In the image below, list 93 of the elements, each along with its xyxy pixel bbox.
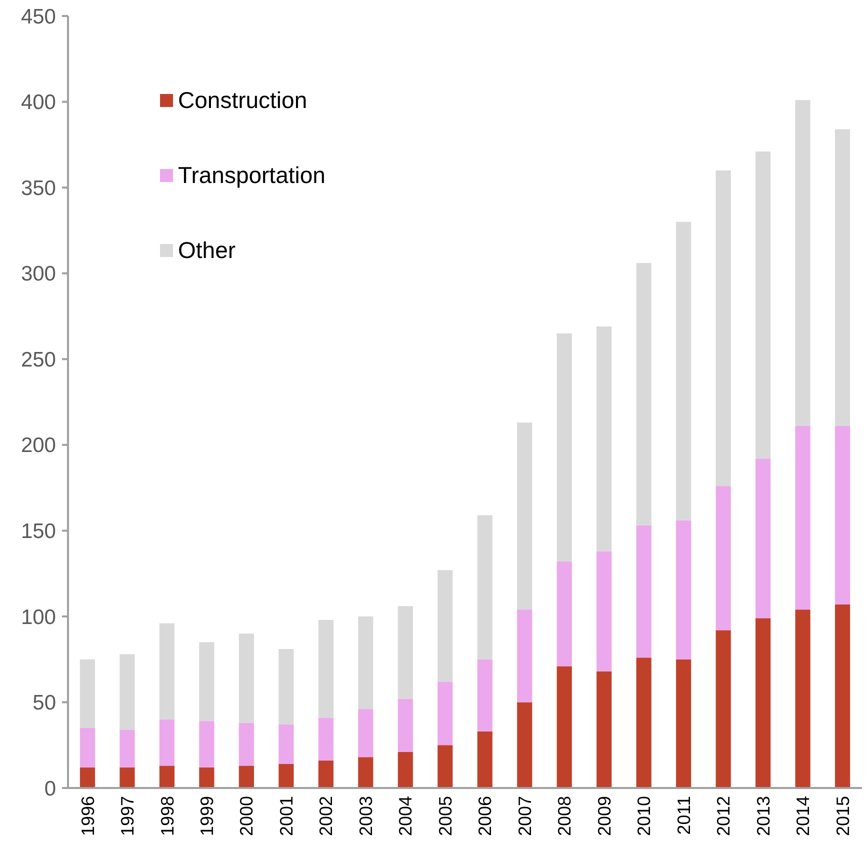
bar — [358, 757, 374, 788]
bar — [120, 730, 135, 768]
bar — [676, 520, 692, 660]
x-tick-label: 2008 — [554, 796, 575, 836]
bar — [159, 623, 174, 720]
bar — [556, 562, 572, 666]
bar — [80, 767, 96, 788]
bar — [795, 610, 810, 788]
x-tick-label: 2014 — [793, 796, 814, 836]
bar — [596, 326, 612, 552]
bar — [199, 642, 214, 722]
x-tick-label: 2013 — [753, 796, 774, 836]
x-tick-label: 2009 — [594, 796, 614, 836]
bar — [438, 682, 453, 746]
bar — [199, 767, 214, 788]
x-tick-label: 2004 — [396, 796, 416, 836]
x-tick-label: 2015 — [832, 796, 853, 836]
bar — [358, 709, 374, 758]
legend-label: Other — [178, 237, 236, 264]
bar — [278, 649, 294, 725]
bar — [795, 426, 810, 610]
x-tick-label: 2002 — [316, 796, 336, 836]
x-tick-label: 2003 — [356, 796, 376, 836]
y-tick-label: 200 — [20, 434, 56, 458]
bar — [636, 658, 652, 788]
bar — [676, 222, 692, 520]
bar — [755, 152, 771, 459]
bar — [318, 620, 334, 718]
bar — [477, 731, 492, 788]
bar — [517, 702, 532, 788]
y-tick-label: 350 — [20, 176, 56, 200]
bar — [636, 526, 652, 658]
x-tick-label: 2006 — [475, 796, 496, 836]
bar — [676, 659, 692, 788]
bar — [755, 618, 771, 788]
bar — [716, 170, 731, 486]
y-tick-label: 400 — [20, 91, 56, 114]
bar — [398, 606, 413, 699]
bar — [477, 659, 492, 732]
bar — [80, 659, 96, 728]
bar — [398, 698, 413, 752]
bar — [596, 551, 612, 672]
bar — [795, 100, 810, 426]
y-tick-label: 450 — [20, 5, 56, 28]
bar — [318, 760, 334, 788]
x-tick-label: 2012 — [714, 796, 734, 836]
y-tick-label: 150 — [20, 520, 56, 544]
x-tick-label: 1996 — [78, 796, 98, 836]
bar — [159, 719, 174, 766]
x-tick-label: 2011 — [674, 796, 694, 835]
x-tick-label: 2001 — [276, 796, 296, 836]
legend-label: Construction — [178, 87, 308, 114]
bar — [834, 426, 850, 604]
bar — [834, 129, 850, 426]
x-tick-label: 1999 — [196, 796, 217, 836]
y-tick-label: 0 — [44, 777, 56, 800]
bar — [716, 630, 731, 788]
bar — [80, 728, 96, 768]
bar — [159, 766, 174, 788]
bar — [278, 764, 294, 788]
bar — [556, 333, 572, 562]
bar — [238, 722, 254, 766]
bar — [596, 671, 612, 788]
bar — [120, 767, 135, 788]
x-tick-label: 2000 — [236, 796, 257, 836]
x-tick-label: 2010 — [634, 796, 654, 836]
y-tick-label: 300 — [20, 262, 56, 286]
bar — [199, 721, 214, 768]
bar — [238, 766, 254, 788]
bar — [358, 616, 374, 710]
bar — [517, 422, 532, 610]
y-tick-label: 100 — [20, 606, 56, 629]
x-tick-label: 2007 — [514, 796, 535, 836]
bar — [477, 515, 492, 660]
bar — [120, 654, 135, 730]
x-tick-label: 1998 — [157, 796, 178, 836]
bar — [438, 745, 453, 788]
bar — [517, 610, 532, 702]
y-tick-label: 250 — [20, 348, 56, 372]
x-tick-label: 2005 — [435, 796, 456, 836]
bar — [238, 634, 254, 723]
bar — [438, 570, 453, 682]
bar — [834, 604, 850, 788]
y-tick-label: 50 — [32, 692, 56, 715]
bar — [716, 486, 731, 630]
bar — [318, 718, 334, 761]
legend-label: Transportation — [178, 162, 326, 188]
bar — [755, 458, 771, 618]
x-tick-label: 1997 — [118, 796, 138, 836]
bar — [556, 666, 572, 788]
bar — [398, 752, 413, 788]
bar — [636, 263, 652, 526]
bar — [278, 724, 294, 764]
